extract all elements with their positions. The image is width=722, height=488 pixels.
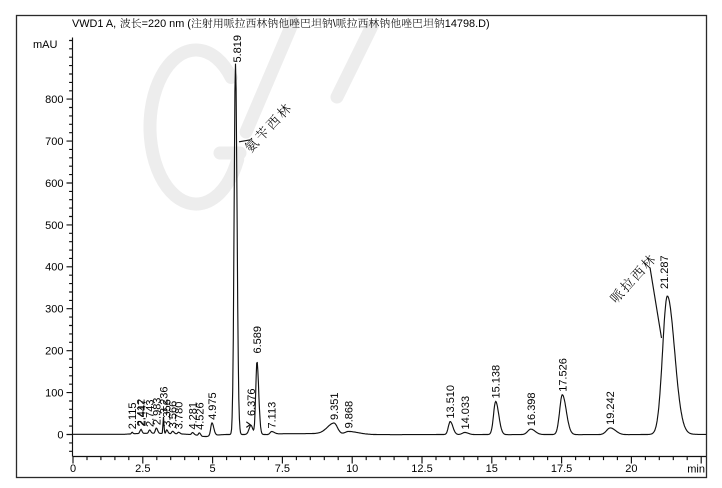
svg-text:19.242: 19.242 [605,391,617,425]
svg-text:3.356: 3.356 [162,399,174,427]
svg-text:2.743: 2.743 [145,399,157,427]
svg-text:3.566: 3.566 [168,401,180,429]
svg-text:3.236: 3.236 [158,386,170,414]
svg-text:=220 nm (: =220 nm ( [142,18,192,30]
svg-text:10: 10 [346,463,358,475]
svg-text:100: 100 [45,388,63,400]
svg-text:2.447: 2.447 [136,399,148,427]
svg-text:21.287: 21.287 [659,255,671,289]
svg-text:\: \ [333,18,337,30]
svg-text:2.115: 2.115 [127,402,139,429]
svg-text:15: 15 [486,463,498,475]
svg-text:4.526: 4.526 [194,402,206,430]
svg-text:500: 500 [45,220,63,232]
svg-text:17.526: 17.526 [557,358,569,392]
svg-text:700: 700 [45,136,63,148]
svg-text:7.113: 7.113 [267,402,279,429]
svg-text:mAU: mAU [33,39,58,51]
svg-text:0: 0 [70,463,76,475]
svg-text:600: 600 [45,178,63,190]
svg-text:800: 800 [45,94,63,106]
svg-text:3.780: 3.780 [174,402,186,430]
svg-text:2.412: 2.412 [135,399,147,427]
svg-text:5: 5 [210,463,216,475]
svg-text:4.281: 4.281 [188,402,200,430]
svg-text:13.510: 13.510 [445,385,457,419]
svg-text:17.5: 17.5 [551,463,572,475]
svg-text:5.819: 5.819 [232,35,244,63]
svg-text:9.868: 9.868 [344,401,356,429]
svg-text:16.398: 16.398 [526,392,538,426]
svg-text:min: min [687,464,705,476]
svg-text:2.983: 2.983 [151,398,163,426]
svg-text:300: 300 [45,304,63,316]
svg-text:400: 400 [45,262,63,274]
svg-text:7.5: 7.5 [275,463,290,475]
svg-text:200: 200 [45,346,63,358]
svg-text:0: 0 [57,429,63,441]
svg-text:2.5: 2.5 [135,463,150,475]
svg-text:6.376: 6.376 [246,388,258,416]
svg-text:6.589: 6.589 [252,326,264,354]
svg-text:12.5: 12.5 [411,463,432,475]
svg-text:14798.D): 14798.D) [445,18,490,30]
svg-text:20: 20 [625,463,637,475]
svg-text:VWD1 A,: VWD1 A, [72,18,116,30]
svg-text:15.138: 15.138 [491,365,503,399]
svg-text:4.975: 4.975 [207,392,219,420]
svg-text:9.351: 9.351 [329,392,341,420]
svg-text:14.033: 14.033 [460,396,472,430]
